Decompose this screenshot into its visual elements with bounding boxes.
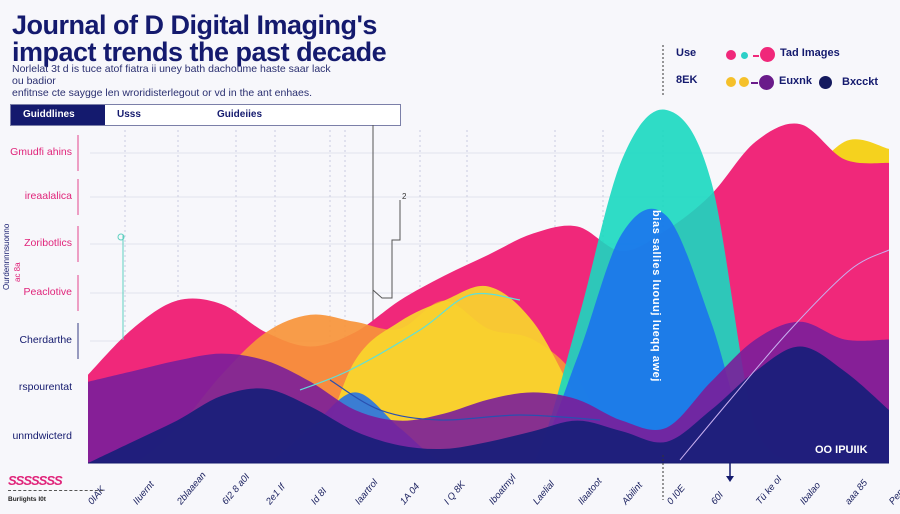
y-category-label: Zoribotlics [24,237,72,249]
y-category-label: ireaalalica [24,190,72,202]
trend-line [679,249,890,461]
y-category-label: Peaclotive [23,286,72,298]
legend-line-icon [751,82,758,84]
legend-item-euxnk: Euxnk [779,75,813,87]
page-title: Journal of D Digital Imaging's impact tr… [12,10,387,67]
legend-swatch-euxnk [759,75,774,90]
legend-item-tad-images: Tad Images [780,47,840,59]
legend-line-icon [753,55,759,57]
tab-bar: Guiddlines Usss Guideiies [10,104,401,126]
area-series-7 [88,346,889,463]
y-category-label: Gmudfi ahins [10,146,72,158]
legend-dot-icon [739,77,749,87]
indicator-dot [117,233,125,241]
logo-caption: Burlights I0t [8,496,46,503]
area-series-3 [88,285,889,463]
legend-row1-label: Use [676,47,697,59]
legend-dot-icon [726,77,736,87]
tab-usss[interactable]: Usss [117,109,141,120]
down-arrow-icon [726,476,734,482]
y-axis-subtitle: ac 8a [13,262,22,282]
subtitle-line-2: enfitnse cte saygge len wroridisterlegou… [12,87,313,99]
legend-swatch-tad-images [760,47,775,62]
y-axis-title: Ourdennnnsuonno [2,223,11,290]
legend-item-bxcckt: Bxcckt [842,76,879,88]
tab-guiddlines[interactable]: Guiddlines [11,105,105,125]
title-line-2: impact trends the past decade [12,37,387,67]
legend-swatch-bxcckt [819,76,832,89]
tab-guideiies[interactable]: Guideiies [217,109,263,120]
trend-line [299,292,521,391]
peak-annotation: bias sallies luouuj lueqq awej [650,210,662,383]
y-category-label: rspourentat [18,381,72,393]
legend-dot-icon [726,50,736,60]
title-line-1: Journal of D Digital Imaging's [12,10,377,40]
step-line [372,200,401,299]
step-marker: 2 [402,192,407,201]
y-category-label: Cherdarthe [19,334,72,346]
subtitle: Norlelat 3t d is tuce atof fiatra ii une… [12,63,332,99]
area-series-5 [88,208,889,463]
watermark: OO IPUIIK [815,444,868,456]
y-category-label: unmdwicterd [12,430,72,442]
trend-line [329,379,601,421]
legend-row2-label: 8EK [676,74,698,86]
logo-divider [8,490,103,491]
legend-dot-icon [741,52,748,59]
subtitle-line-1: Norlelat 3t d is tuce atof fiatra ii une… [12,63,331,87]
logo: SSSSSSS [8,473,63,488]
